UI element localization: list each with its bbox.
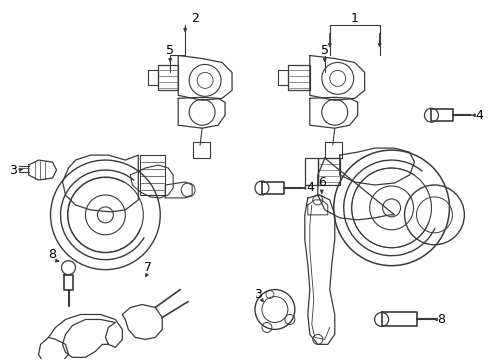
Text: 4: 4 xyxy=(475,109,483,122)
Text: 8: 8 xyxy=(49,248,56,261)
Text: 7: 7 xyxy=(144,261,152,274)
Text: 4: 4 xyxy=(306,181,314,194)
Text: 3: 3 xyxy=(254,288,262,301)
Text: 3: 3 xyxy=(9,163,17,176)
Text: 2: 2 xyxy=(191,12,199,25)
Text: 8: 8 xyxy=(438,313,445,326)
Text: 6: 6 xyxy=(318,176,326,189)
Text: 5: 5 xyxy=(166,44,174,57)
Text: 5: 5 xyxy=(321,44,329,57)
Text: 1: 1 xyxy=(351,12,359,25)
